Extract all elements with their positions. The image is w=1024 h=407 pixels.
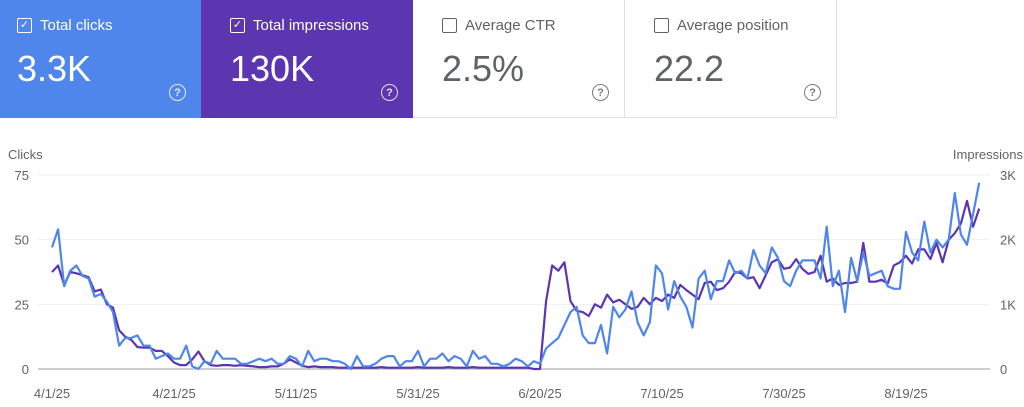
help-icon[interactable]: ? — [381, 84, 398, 101]
x-tick-label: 4/1/25 — [34, 386, 70, 401]
checkbox-unchecked-icon[interactable] — [654, 18, 669, 33]
checkbox-checked-icon[interactable]: ✓ — [17, 18, 32, 33]
help-icon[interactable]: ? — [804, 84, 821, 101]
y-right-tick-label: 0 — [1000, 362, 1007, 377]
y-right-tick-label: 3K — [1000, 168, 1016, 183]
x-tick-label: 8/19/25 — [884, 386, 927, 401]
checkbox-unchecked-icon[interactable] — [442, 18, 457, 33]
x-tick-label: 7/30/25 — [762, 386, 805, 401]
performance-chart: Clicks Impressions 0 0 25 1K 50 2K 75 3K 4/1/25 4… — [8, 147, 1024, 401]
metric-value: 2.5% — [442, 48, 525, 89]
metric-value: 130K — [230, 48, 315, 89]
y-left-tick-label: 0 — [22, 362, 29, 377]
y-left-tick-label: 25 — [15, 297, 29, 312]
checkbox-checked-icon[interactable]: ✓ — [230, 18, 245, 33]
metric-card-average-position[interactable]: Average position 22.2 ? — [625, 0, 837, 118]
series-line-clicks — [50, 182, 981, 371]
metric-value: 22.2 — [654, 48, 725, 89]
x-tick-label: 4/21/25 — [152, 386, 195, 401]
metric-cards: ✓ Total clicks 3.3K ? ✓ Total impressions … — [0, 0, 837, 118]
metric-label: Total impressions — [253, 17, 369, 34]
y-right-tick-label: 2K — [1000, 233, 1016, 248]
metric-value: 3.3K — [17, 48, 92, 89]
metric-label: Average CTR — [465, 17, 556, 34]
metric-card-average-ctr[interactable]: Average CTR 2.5% ? — [413, 0, 625, 118]
help-icon[interactable]: ? — [169, 84, 186, 101]
x-tick-label: 6/20/25 — [518, 386, 561, 401]
x-tick-label: 5/11/25 — [275, 386, 317, 401]
metric-label: Total clicks — [40, 17, 113, 34]
y-left-tick-label: 50 — [15, 233, 29, 248]
y-right-axis-label: Impressions — [953, 147, 1024, 162]
metric-card-total-clicks[interactable]: ✓ Total clicks 3.3K ? — [0, 0, 201, 118]
y-right-tick-label: 1K — [1000, 297, 1016, 312]
metric-card-total-impressions[interactable]: ✓ Total impressions 130K ? — [201, 0, 413, 118]
x-tick-label: 5/31/25 — [396, 386, 439, 401]
help-icon[interactable]: ? — [592, 84, 609, 101]
y-left-tick-label: 75 — [15, 168, 29, 183]
metric-label: Average position — [677, 17, 789, 34]
y-left-axis-label: Clicks — [8, 147, 43, 162]
x-tick-label: 7/10/25 — [640, 386, 683, 401]
